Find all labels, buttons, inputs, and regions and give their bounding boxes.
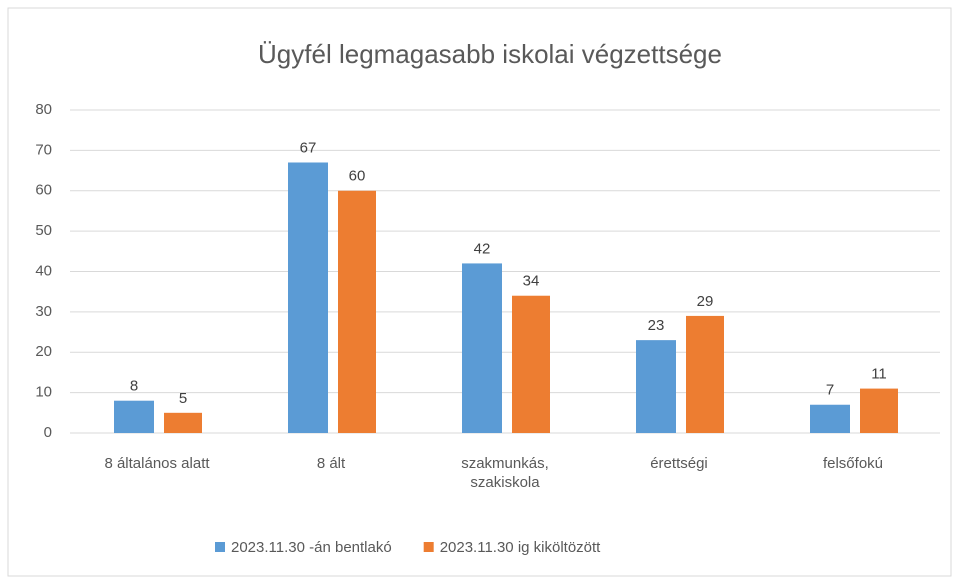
bar bbox=[636, 340, 676, 433]
bar bbox=[114, 400, 154, 433]
data-label: 11 bbox=[871, 366, 887, 383]
bar bbox=[338, 190, 376, 433]
bar bbox=[810, 404, 850, 433]
legend-swatch bbox=[215, 542, 225, 552]
chart-title: Ügyfél legmagasabb iskolai végzettsége bbox=[258, 39, 722, 69]
data-label: 42 bbox=[474, 240, 491, 257]
y-tick-label: 40 bbox=[35, 262, 52, 279]
x-tick-label: 8 általános alatt bbox=[104, 455, 210, 472]
data-label: 60 bbox=[349, 168, 366, 185]
data-label: 67 bbox=[300, 139, 317, 156]
x-tick-label: felsőfokú bbox=[822, 455, 884, 472]
y-tick-label: 0 bbox=[44, 424, 52, 441]
data-label: 34 bbox=[523, 273, 540, 290]
y-tick-label: 80 bbox=[35, 101, 52, 118]
legend-swatch bbox=[423, 542, 434, 552]
y-tick-label: 70 bbox=[35, 141, 52, 158]
x-tick-label: szakmunkás, szakiskola bbox=[461, 455, 549, 491]
y-tick-label: 60 bbox=[35, 182, 52, 199]
legend-label: 2023.11.30 -án bentlakó bbox=[231, 539, 392, 556]
bar bbox=[164, 412, 202, 433]
bar bbox=[462, 263, 502, 433]
data-label: 8 bbox=[130, 378, 138, 395]
data-label: 7 bbox=[826, 382, 834, 399]
y-tick-label: 20 bbox=[35, 343, 52, 360]
x-tick-label: érettségi bbox=[650, 455, 708, 472]
y-tick-label: 10 bbox=[35, 384, 52, 401]
data-label: 23 bbox=[648, 317, 665, 334]
bar bbox=[512, 295, 550, 433]
bar bbox=[686, 315, 724, 433]
y-tick-label: 30 bbox=[35, 303, 52, 320]
legend-label: 2023.11.30 ig kiköltözött bbox=[440, 539, 601, 556]
data-label: 5 bbox=[179, 390, 187, 407]
data-label: 29 bbox=[697, 293, 714, 310]
bar bbox=[860, 388, 898, 433]
y-tick-label: 50 bbox=[35, 222, 52, 239]
x-tick-label: 8 ált bbox=[316, 455, 346, 472]
bar bbox=[288, 162, 328, 434]
